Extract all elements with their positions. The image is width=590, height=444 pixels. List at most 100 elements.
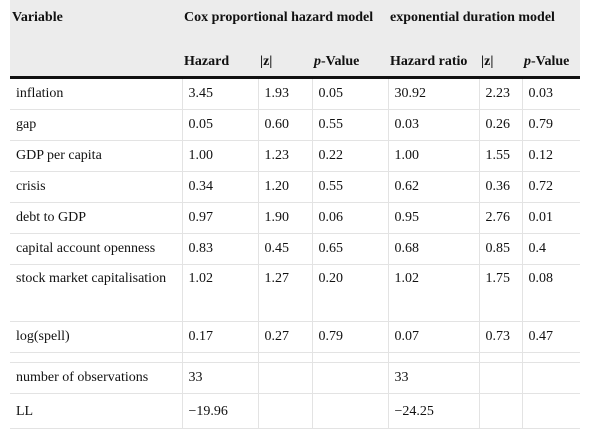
cell-exp-hazard: 30.92: [388, 77, 480, 110]
cell-cox-hazard: 0.34: [182, 171, 259, 203]
cell-cox-hazard: 0.83: [182, 233, 259, 265]
table-row: capital account openness 0.83 0.45 0.65 …: [10, 233, 581, 265]
empty-cell: [522, 362, 581, 394]
cell-exp-hazard: 0.03: [388, 109, 480, 141]
cell-variable: capital account openness: [10, 233, 183, 265]
cell-cox-p: 0.06: [312, 202, 389, 234]
table-row: inflation 3.45 1.93 0.05 30.92 2.23 0.03: [10, 77, 581, 110]
cell-exp-hazard: 0.07: [388, 321, 480, 353]
cell-exp-hazard: 0.62: [388, 171, 480, 203]
table-row: debt to GDP 0.97 1.90 0.06 0.95 2.76 0.0…: [10, 202, 581, 234]
loglikelihood-row: LL −19.96 −24.25: [10, 393, 581, 429]
cell-exp-p: 0.47: [522, 321, 581, 353]
spacer-cell: [479, 352, 523, 363]
header-blank: [10, 45, 182, 79]
cell-exp-z: 0.73: [479, 321, 523, 353]
header-cox-p: p-Value: [312, 45, 389, 79]
empty-cell: [479, 393, 523, 429]
cell-cox-p: 0.20: [312, 264, 389, 322]
cell-variable: GDP per capita: [10, 140, 183, 172]
cell-variable: log(spell): [10, 321, 183, 353]
obs-cox: 33: [182, 362, 259, 394]
cell-cox-hazard: 1.00: [182, 140, 259, 172]
header-exp-p-rest: -Value: [531, 54, 570, 69]
ll-exp: −24.25: [388, 393, 480, 429]
header-exp-p-italic: p: [524, 54, 532, 69]
header-cox-p-italic: p: [314, 54, 321, 69]
cell-exp-p: 0.08: [522, 264, 581, 322]
cell-exp-hazard: 0.68: [388, 233, 480, 265]
observations-row: number of observations 33 33: [10, 362, 581, 394]
table-body: inflation 3.45 1.93 0.05 30.92 2.23 0.03…: [10, 77, 581, 429]
cell-variable: crisis: [10, 171, 183, 203]
cell-exp-p: 0.79: [522, 109, 581, 141]
cell-variable: debt to GDP: [10, 202, 183, 234]
cell-cox-hazard: 0.97: [182, 202, 259, 234]
cell-exp-z: 0.26: [479, 109, 523, 141]
cell-exp-p: 0.12: [522, 140, 581, 172]
spacer-cell: [388, 352, 480, 363]
empty-cell: [522, 393, 581, 429]
spacer-cell: [258, 352, 313, 363]
empty-cell: [479, 362, 523, 394]
cell-cox-hazard: 1.02: [182, 264, 259, 322]
cell-variable: stock market capitalisation: [10, 264, 183, 322]
cell-cox-hazard: 0.17: [182, 321, 259, 353]
cell-cox-p: 0.79: [312, 321, 389, 353]
cell-exp-z: 2.23: [479, 77, 523, 110]
table-row: gap 0.05 0.60 0.55 0.03 0.26 0.79: [10, 109, 581, 141]
table-header: Variable Cox proportional hazard model e…: [10, 0, 581, 79]
table-row: crisis 0.34 1.20 0.55 0.62 0.36 0.72: [10, 171, 581, 203]
table-row: GDP per capita 1.00 1.23 0.22 1.00 1.55 …: [10, 140, 581, 172]
header-variable: Variable: [10, 0, 182, 45]
cell-exp-hazard: 0.95: [388, 202, 480, 234]
obs-label: number of observations: [10, 362, 183, 394]
empty-cell: [258, 362, 313, 394]
cell-exp-z: 0.85: [479, 233, 523, 265]
cell-cox-p: 0.65: [312, 233, 389, 265]
cell-exp-z: 0.36: [479, 171, 523, 203]
cell-exp-hazard: 1.00: [388, 140, 480, 172]
empty-cell: [312, 393, 389, 429]
spacer-cell: [182, 352, 259, 363]
cell-exp-p: 0.4: [522, 233, 581, 265]
cell-cox-z: 0.27: [258, 321, 313, 353]
header-exp-z: |z|: [479, 45, 523, 79]
cell-cox-z: 1.20: [258, 171, 313, 203]
header-exp-hazard: Hazard ratio: [388, 45, 480, 79]
cell-cox-z: 0.60: [258, 109, 313, 141]
spacer-cell: [522, 352, 581, 363]
cell-cox-z: 1.93: [258, 77, 313, 110]
spacer-cell: [312, 352, 389, 363]
table-row: log(spell) 0.17 0.27 0.79 0.07 0.73 0.47: [10, 321, 581, 353]
spacer-cell: [10, 352, 183, 363]
cell-variable: gap: [10, 109, 183, 141]
cell-cox-p: 0.55: [312, 171, 389, 203]
cell-cox-p: 0.05: [312, 77, 389, 110]
ll-label: LL: [10, 393, 183, 429]
empty-cell: [258, 393, 313, 429]
header-cox-p-rest: -Value: [321, 54, 360, 69]
header-exp-group: exponential duration model: [388, 0, 581, 45]
cell-cox-hazard: 0.05: [182, 109, 259, 141]
cell-exp-z: 1.55: [479, 140, 523, 172]
cell-exp-z: 1.75: [479, 264, 523, 322]
cell-cox-hazard: 3.45: [182, 77, 259, 110]
cell-exp-z: 2.76: [479, 202, 523, 234]
table-row: stock market capitalisation 1.02 1.27 0.…: [10, 264, 581, 322]
cell-exp-p: 0.01: [522, 202, 581, 234]
results-table: Variable Cox proportional hazard model e…: [10, 0, 581, 429]
cell-exp-p: 0.03: [522, 77, 581, 110]
spacer-row: [10, 352, 581, 363]
header-cox-group: Cox proportional hazard model: [182, 0, 389, 45]
cell-exp-p: 0.72: [522, 171, 581, 203]
cell-exp-hazard: 1.02: [388, 264, 480, 322]
cell-cox-p: 0.55: [312, 109, 389, 141]
ll-cox: −19.96: [182, 393, 259, 429]
obs-exp: 33: [388, 362, 480, 394]
cell-cox-z: 1.27: [258, 264, 313, 322]
header-exp-p: p-Value: [522, 45, 581, 79]
cell-cox-z: 1.90: [258, 202, 313, 234]
empty-cell: [312, 362, 389, 394]
cell-cox-z: 0.45: [258, 233, 313, 265]
